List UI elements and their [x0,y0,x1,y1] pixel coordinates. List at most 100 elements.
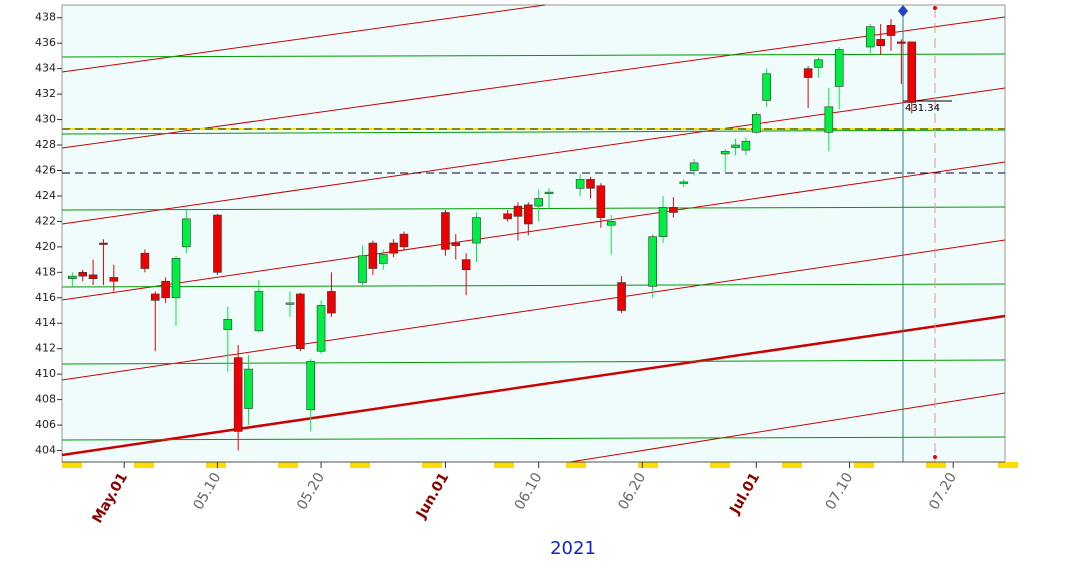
candle-body [865,26,875,48]
y-tick-label: 430 [35,113,56,126]
y-tick-label: 416 [35,291,56,304]
candle-body [389,242,398,254]
candle-body [109,277,119,282]
candle-body [720,151,730,155]
candle-body [586,179,595,189]
candle-body [648,236,657,287]
x-tick-label: 06.10 [512,470,546,513]
y-tick-label: 408 [35,393,56,406]
marker [898,5,908,17]
strip-block [926,462,946,468]
y-tick-label: 422 [35,214,56,227]
y-tick-label: 432 [35,87,56,100]
candle-body [296,293,305,350]
candle-body [472,217,481,244]
candle-body [544,191,554,194]
strip-block [854,462,874,468]
x-tick-label: Jun.01 [413,470,452,522]
candle-body [316,305,326,352]
candle-body [731,144,740,148]
strip-block [422,462,442,468]
candle-body [907,41,917,103]
price-label: 431.34 [905,103,940,114]
candle-body [886,25,896,36]
candle-body [88,274,98,279]
y-tick-label: 434 [35,62,56,75]
candle-body [233,357,243,432]
candle-body [669,207,678,213]
candle-body [897,41,906,44]
candle-body [534,198,543,207]
x-tick-label: 05.20 [294,470,328,513]
candle-body [78,272,88,277]
y-tick-label: 418 [35,265,56,278]
y-tick-label: 438 [35,11,56,24]
strip-block [350,462,370,468]
candle-body [306,361,316,411]
candle-body [150,293,160,301]
plot-area [61,4,1006,463]
candle-body [762,73,771,101]
candle-body [524,204,533,225]
candle-body [368,242,378,269]
candle-body [575,179,585,189]
candle-body [679,181,689,184]
candle-body [751,114,761,133]
x-tick-label: 05.10 [190,470,224,513]
candle-body [834,49,844,87]
candle-body [399,233,409,248]
strip-block [206,462,226,468]
candle-body [596,185,606,218]
candle-body [513,205,523,217]
candle-body [617,282,626,311]
trend-lines [61,4,1006,463]
strip-block [278,462,298,468]
candle-body [658,207,668,237]
candle-body [358,255,367,283]
candle-body [161,280,170,299]
x-tick-label: 06.20 [615,470,649,513]
strip-block [710,462,730,468]
candle-body [182,218,191,248]
candle-body [606,221,616,226]
strip-block [638,462,658,468]
candle-body [741,140,751,151]
strip-block [62,462,82,468]
candle-body [876,39,885,47]
y-tick-label: 428 [35,138,56,151]
y-tick-label: 404 [35,444,56,457]
y-tick-label: 436 [35,36,56,49]
y-tick-label: 406 [35,418,56,431]
candle-body [285,302,295,305]
marker [933,6,937,10]
marker [933,455,937,459]
strip-block [782,462,802,468]
y-tick-label: 420 [35,240,56,253]
candle-body [68,275,77,279]
x-tick-label: May.01 [89,470,131,526]
candle-body [503,213,512,220]
x-tick-label: 07.20 [926,470,960,513]
y-tick-label: 424 [35,189,56,202]
candle-body [327,291,336,314]
candle-body [254,291,264,332]
candle-body [223,319,233,330]
candle-body [461,259,471,271]
candle-body [451,242,461,246]
strip-block [494,462,514,468]
x-axis-label: 2021 [550,538,596,559]
candle-body [824,106,834,133]
candle-body [140,252,150,269]
strip-block [134,462,154,468]
x-tick-label: 07.10 [823,470,857,513]
candle-body [689,162,699,171]
candle-body [803,68,813,78]
y-tick-label: 412 [35,342,56,355]
candle-body [244,368,253,409]
x-tick-label: Jul.01 [726,470,763,518]
candle-body [814,59,823,68]
channel-lines [61,53,1006,441]
strip-block [566,462,586,468]
